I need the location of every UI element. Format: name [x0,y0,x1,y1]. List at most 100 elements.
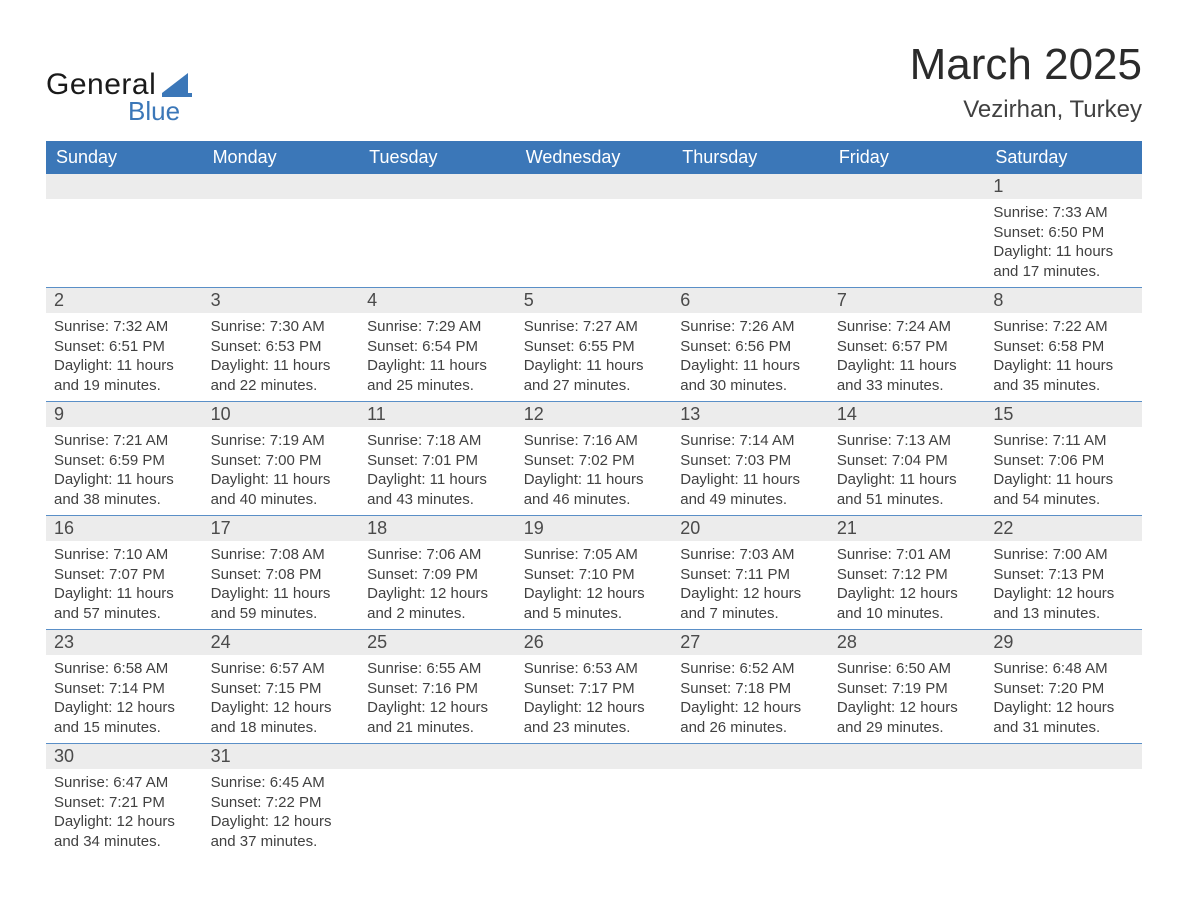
day-body: Sunrise: 7:01 AMSunset: 7:12 PMDaylight:… [829,541,986,629]
sunset-line: Sunset: 6:54 PM [367,337,508,357]
calendar-cell: 18Sunrise: 7:06 AMSunset: 7:09 PMDayligh… [359,516,516,630]
day-number: 24 [203,630,360,655]
daylight-line: Daylight: 12 hours and 18 minutes. [211,698,352,737]
page-title: March 2025 [910,40,1142,90]
calendar-cell [359,174,516,288]
sunset-line: Sunset: 7:14 PM [54,679,195,699]
day-body: Sunrise: 6:52 AMSunset: 7:18 PMDaylight:… [672,655,829,743]
calendar-cell: 4Sunrise: 7:29 AMSunset: 6:54 PMDaylight… [359,288,516,402]
calendar-cell: 28Sunrise: 6:50 AMSunset: 7:19 PMDayligh… [829,630,986,744]
sunrise-line: Sunrise: 7:19 AM [211,431,352,451]
sunrise-line: Sunrise: 6:58 AM [54,659,195,679]
day-number: 7 [829,288,986,313]
day-body: Sunrise: 7:32 AMSunset: 6:51 PMDaylight:… [46,313,203,401]
calendar-cell [359,744,516,858]
daylight-line: Daylight: 11 hours and 54 minutes. [993,470,1134,509]
calendar-cell: 6Sunrise: 7:26 AMSunset: 6:56 PMDaylight… [672,288,829,402]
daylight-line: Daylight: 12 hours and 10 minutes. [837,584,978,623]
calendar-week-row: 30Sunrise: 6:47 AMSunset: 7:21 PMDayligh… [46,744,1142,858]
day-number: 8 [985,288,1142,313]
calendar-cell: 1Sunrise: 7:33 AMSunset: 6:50 PMDaylight… [985,174,1142,288]
sunrise-line: Sunrise: 7:00 AM [993,545,1134,565]
daylight-line: Daylight: 11 hours and 43 minutes. [367,470,508,509]
day-body [516,769,673,839]
calendar-cell: 23 Sunrise: 6:58 AMSunset: 7:14 PMDayligh… [46,630,203,744]
day-number: 19 [516,516,673,541]
calendar-cell: 19Sunrise: 7:05 AMSunset: 7:10 PMDayligh… [516,516,673,630]
calendar-cell [516,174,673,288]
day-body: Sunrise: 7:14 AMSunset: 7:03 PMDaylight:… [672,427,829,515]
daylight-line: Daylight: 11 hours and 30 minutes. [680,356,821,395]
daylight-line: Daylight: 11 hours and 22 minutes. [211,356,352,395]
day-number: 16 [46,516,203,541]
sunrise-line: Sunrise: 7:29 AM [367,317,508,337]
day-number: 15 [985,402,1142,427]
day-number [359,174,516,199]
day-body: Sunrise: 7:10 AMSunset: 7:07 PMDaylight:… [46,541,203,629]
day-number: 13 [672,402,829,427]
day-body: Sunrise: 7:03 AMSunset: 7:11 PMDaylight:… [672,541,829,629]
day-body [359,769,516,839]
sunset-line: Sunset: 7:19 PM [837,679,978,699]
calendar-cell: 27Sunrise: 6:52 AMSunset: 7:18 PMDayligh… [672,630,829,744]
sunset-line: Sunset: 7:21 PM [54,793,195,813]
daylight-line: Daylight: 12 hours and 7 minutes. [680,584,821,623]
day-number [516,174,673,199]
daylight-line: Daylight: 11 hours and 59 minutes. [211,584,352,623]
day-number: 29 [985,630,1142,655]
sunrise-line: Sunrise: 7:21 AM [54,431,195,451]
day-number [829,744,986,769]
day-body: Sunrise: 7:27 AMSunset: 6:55 PMDaylight:… [516,313,673,401]
calendar-cell [672,744,829,858]
calendar-cell: 24Sunrise: 6:57 AMSunset: 7:15 PMDayligh… [203,630,360,744]
day-number: 5 [516,288,673,313]
page-header: General Blue March 2025 Vezirhan, Turkey [46,40,1142,127]
day-body: Sunrise: 7:33 AMSunset: 6:50 PMDaylight:… [985,199,1142,287]
day-body: Sunrise: 7:16 AMSunset: 7:02 PMDaylight:… [516,427,673,515]
day-body [516,199,673,269]
day-number [516,744,673,769]
weekday-header: Friday [829,141,986,174]
day-number: 6 [672,288,829,313]
sunrise-line: Sunrise: 7:05 AM [524,545,665,565]
sunrise-line: Sunrise: 7:13 AM [837,431,978,451]
daylight-line: Daylight: 12 hours and 13 minutes. [993,584,1134,623]
day-number: 12 [516,402,673,427]
day-body: Sunrise: 6:55 AMSunset: 7:16 PMDaylight:… [359,655,516,743]
day-number: 23 [46,630,203,655]
sunset-line: Sunset: 7:18 PM [680,679,821,699]
day-number: 31 [203,744,360,769]
day-number [672,174,829,199]
day-number: 22 [985,516,1142,541]
weekday-header: Tuesday [359,141,516,174]
sunrise-line: Sunrise: 7:32 AM [54,317,195,337]
day-number: 1 [985,174,1142,199]
calendar-cell [829,174,986,288]
calendar-cell: 31Sunrise: 6:45 AMSunset: 7:22 PMDayligh… [203,744,360,858]
sunrise-line: Sunrise: 7:24 AM [837,317,978,337]
day-number: 4 [359,288,516,313]
day-number [985,744,1142,769]
calendar-week-row: 1Sunrise: 7:33 AMSunset: 6:50 PMDaylight… [46,174,1142,288]
day-body: Sunrise: 7:19 AMSunset: 7:00 PMDaylight:… [203,427,360,515]
day-body: Sunrise: 7:13 AMSunset: 7:04 PMDaylight:… [829,427,986,515]
sunset-line: Sunset: 7:09 PM [367,565,508,585]
sunrise-line: Sunrise: 6:48 AM [993,659,1134,679]
sunset-line: Sunset: 7:06 PM [993,451,1134,471]
sunset-line: Sunset: 7:10 PM [524,565,665,585]
calendar-body: 1Sunrise: 7:33 AMSunset: 6:50 PMDaylight… [46,174,1142,857]
daylight-line: Daylight: 11 hours and 17 minutes. [993,242,1134,281]
sunrise-line: Sunrise: 7:08 AM [211,545,352,565]
day-body [672,199,829,269]
day-number: 21 [829,516,986,541]
sunrise-line: Sunrise: 7:26 AM [680,317,821,337]
weekday-header: Sunday [46,141,203,174]
sunset-line: Sunset: 7:08 PM [211,565,352,585]
calendar-cell: 21Sunrise: 7:01 AMSunset: 7:12 PMDayligh… [829,516,986,630]
day-body: Sunrise: 7:00 AMSunset: 7:13 PMDaylight:… [985,541,1142,629]
daylight-line: Daylight: 12 hours and 37 minutes. [211,812,352,851]
daylight-line: Daylight: 12 hours and 15 minutes. [54,698,195,737]
sunset-line: Sunset: 6:59 PM [54,451,195,471]
daylight-line: Daylight: 11 hours and 40 minutes. [211,470,352,509]
sunset-line: Sunset: 6:58 PM [993,337,1134,357]
